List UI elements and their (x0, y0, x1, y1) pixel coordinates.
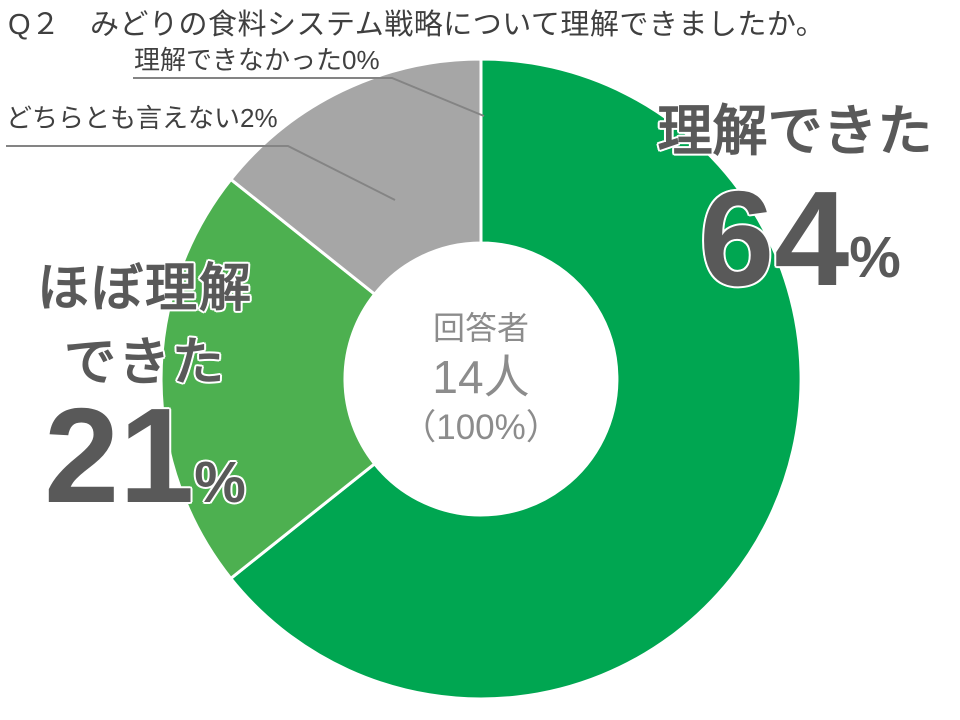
chart-title: Q２ みどりの食料システム戦略について理解できましたか。 (8, 9, 826, 41)
leader-line-neither (6, 145, 396, 201)
callout-neither: どちらとも言えない2% (6, 103, 278, 133)
mostly-understood-line1: ほぼ理解 (36, 260, 253, 318)
leader-line-did-not-understand (133, 77, 485, 117)
donut-slice-1 (159, 177, 377, 580)
mostly-understood-percent-number: 21 (44, 380, 195, 531)
value-mostly-understood: 21% (5, 388, 285, 523)
callout-did-not-understand: 理解できなかった0% (134, 45, 380, 75)
respondents-caption: 回答者 (432, 310, 529, 346)
donut-center-label: 回答者 14人 （100%） (341, 306, 621, 452)
understood-percent-number: 64 (699, 163, 850, 314)
respondents-total-percent: （100%） (401, 408, 561, 447)
donut-slice-0 (229, 57, 803, 701)
mostly-understood-line2: できた (63, 334, 226, 392)
understood-percent-sign: % (849, 225, 901, 290)
label-mostly-understood: ほぼ理解 できた (5, 252, 285, 400)
label-understood: 理解できた (657, 100, 933, 162)
donut-slices (159, 57, 803, 701)
donut-slice-2 (229, 57, 483, 296)
value-understood: 64% (655, 171, 945, 306)
mostly-understood-percent-sign: % (194, 450, 246, 515)
respondents-count: 14人 (432, 351, 530, 403)
